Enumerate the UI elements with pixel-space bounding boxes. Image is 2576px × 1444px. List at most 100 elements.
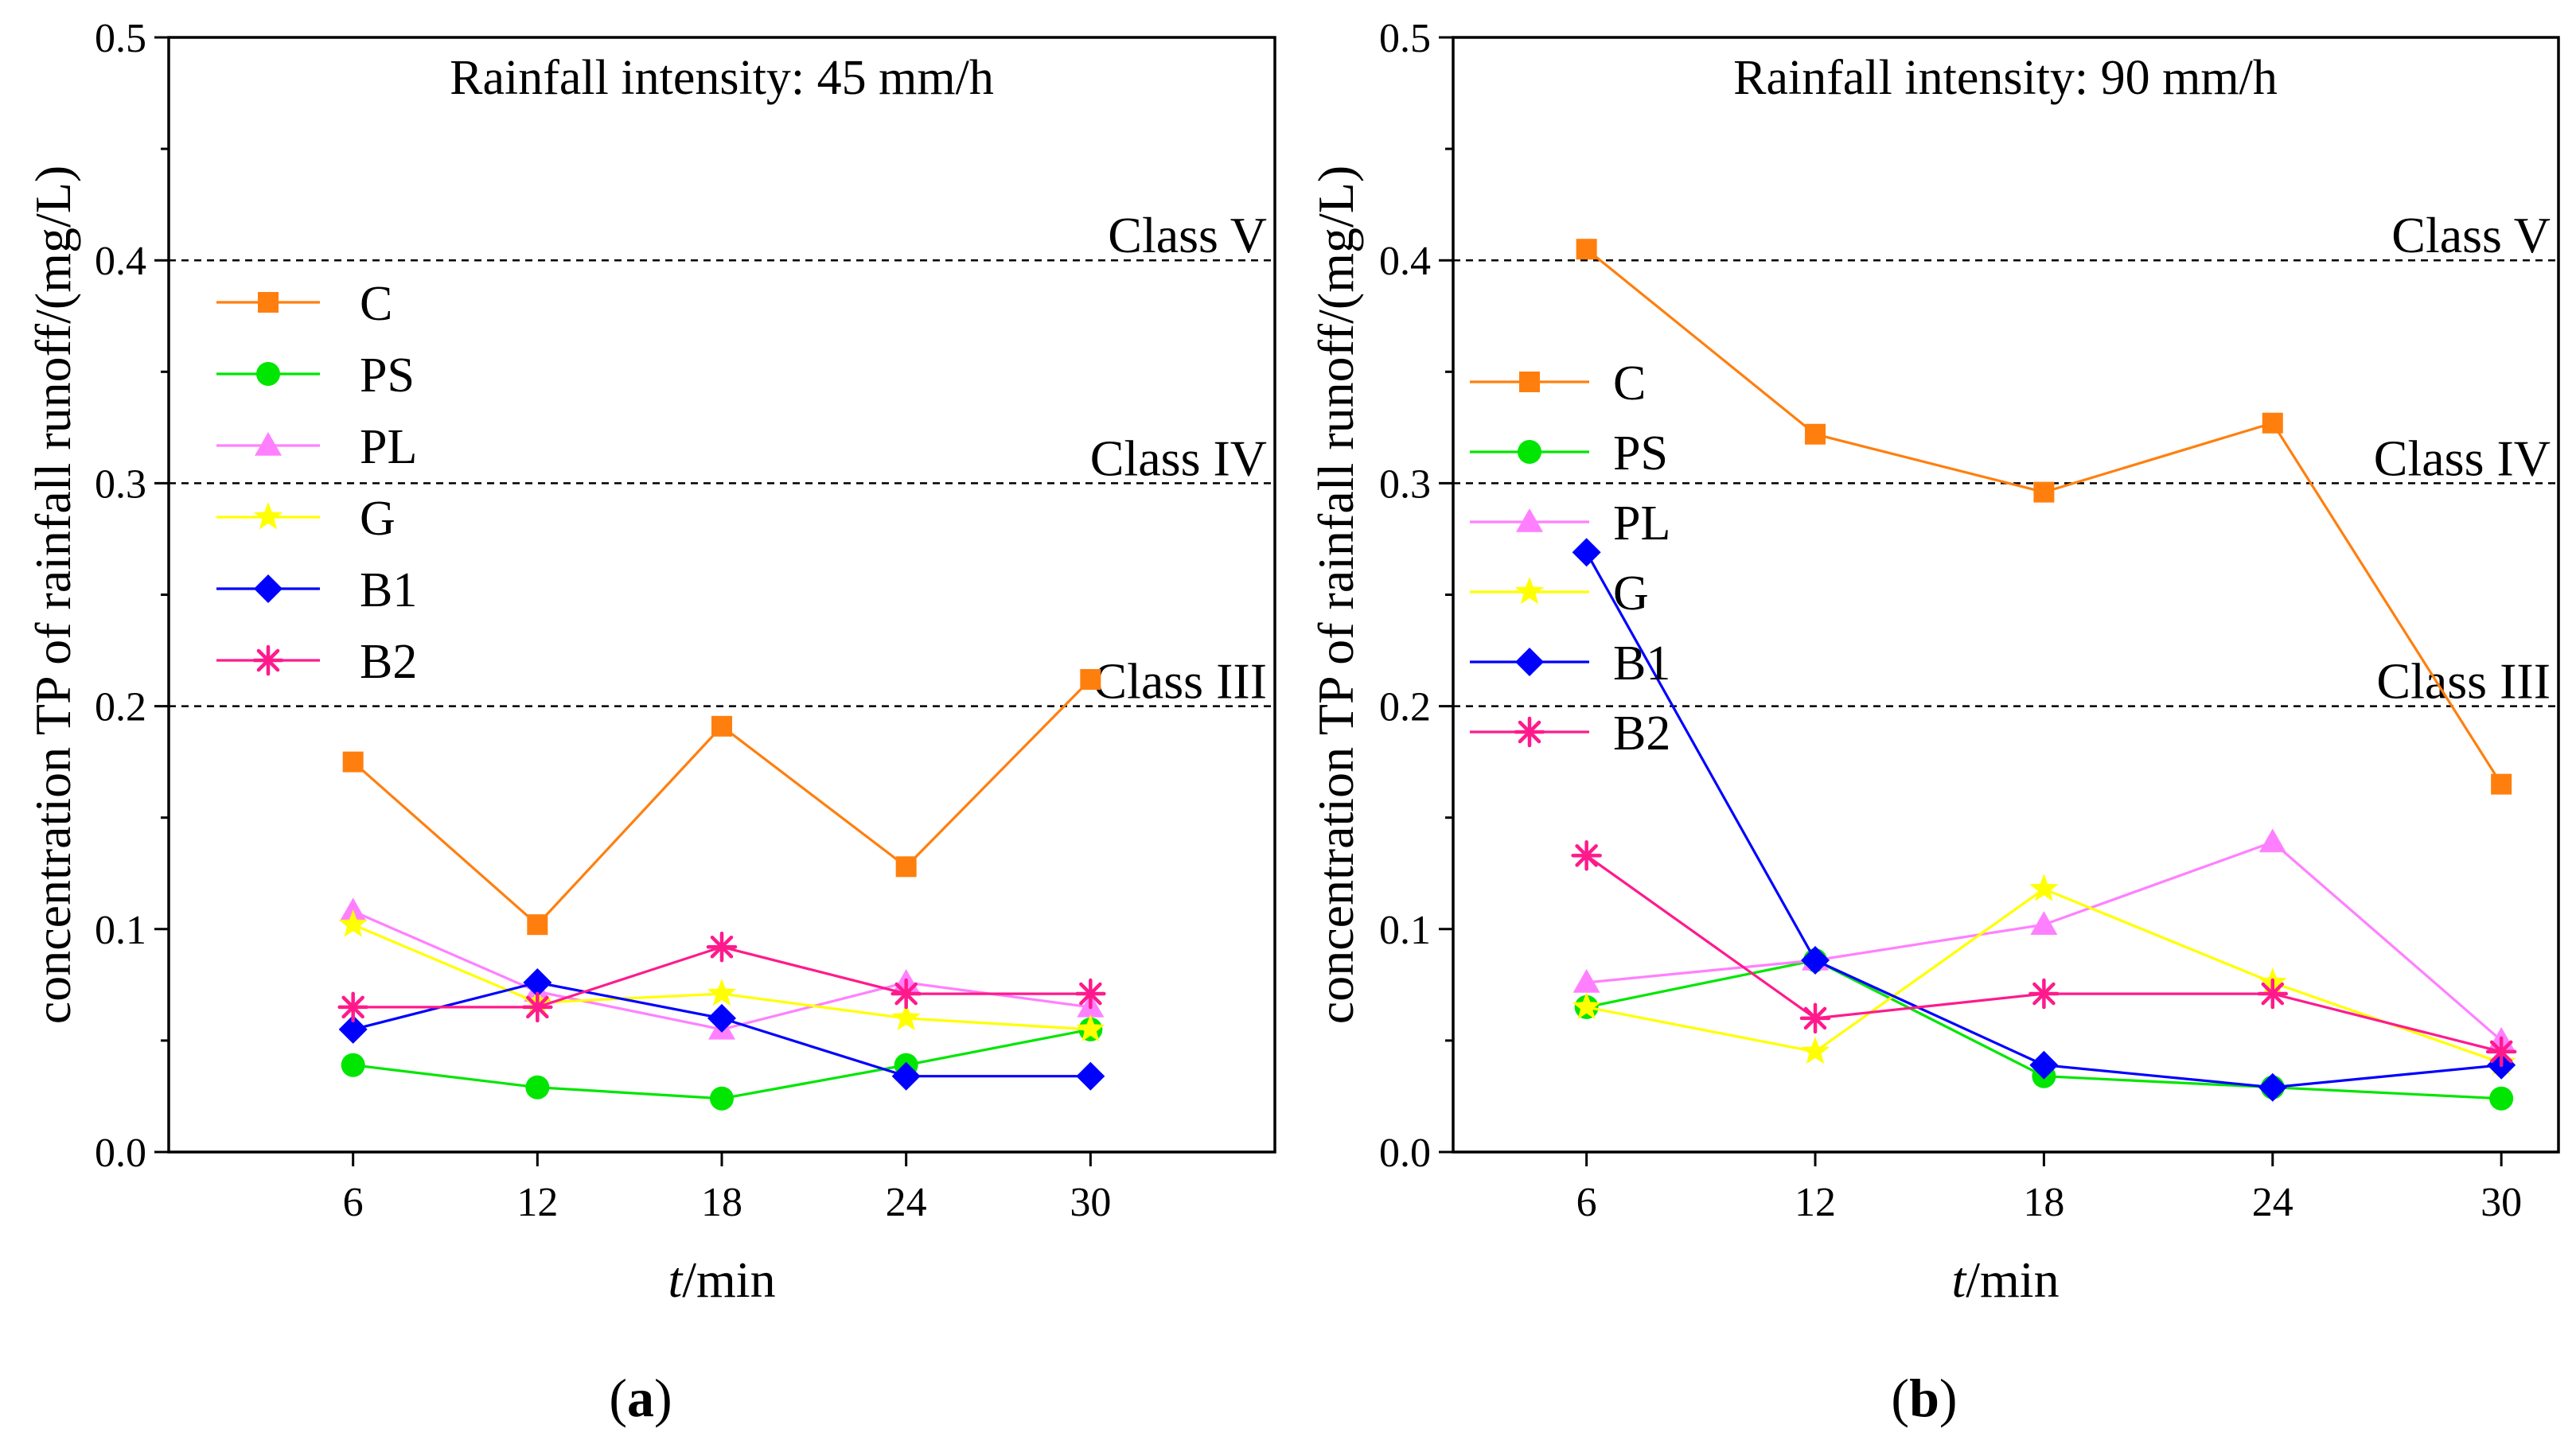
legend-label: PL bbox=[360, 420, 417, 474]
data-point bbox=[339, 897, 367, 922]
x-tick-label: 18 bbox=[701, 1180, 742, 1225]
data-point bbox=[2033, 481, 2055, 503]
series-line bbox=[1585, 247, 2503, 785]
reference-line-label: Class V bbox=[1108, 207, 1267, 263]
x-axis-title-unit: /min bbox=[1966, 1251, 2059, 1308]
legend-marker bbox=[255, 432, 282, 456]
data-point bbox=[1080, 668, 1101, 690]
legend-label: PS bbox=[360, 348, 415, 403]
x-axis-title: t/min bbox=[1951, 1251, 2059, 1308]
legend-label: B2 bbox=[360, 635, 417, 689]
x-axis-title-variable: t bbox=[1951, 1251, 1967, 1308]
legend-marker bbox=[1515, 648, 1544, 676]
y-tick-label: 0.3 bbox=[1379, 461, 1431, 507]
data-point bbox=[891, 1061, 921, 1091]
y-tick-label: 0.1 bbox=[95, 908, 146, 953]
data-point bbox=[2028, 978, 2060, 1010]
y-tick-label: 0.0 bbox=[95, 1131, 146, 1176]
x-tick-label: 18 bbox=[2023, 1180, 2064, 1225]
legend: C PS PL G B1 B2 bbox=[216, 277, 417, 689]
x-tick-label: 12 bbox=[1795, 1180, 1836, 1225]
x-tick-label: 24 bbox=[2252, 1180, 2293, 1225]
data-point bbox=[2262, 412, 2283, 434]
legend-label: C bbox=[360, 277, 392, 331]
legend-item-C: C bbox=[216, 277, 392, 331]
data-point bbox=[1799, 1002, 1831, 1034]
reference-line-label: Class III bbox=[2376, 653, 2551, 710]
data-point bbox=[2029, 1050, 2059, 1080]
y-tick-label: 0.2 bbox=[1379, 685, 1431, 730]
legend-marker bbox=[256, 362, 280, 386]
series-G bbox=[1572, 874, 2516, 1076]
x-tick-label: 6 bbox=[343, 1180, 364, 1225]
chart-title: Rainfall intensity: 90 mm/h bbox=[1733, 51, 2278, 105]
legend-marker bbox=[254, 574, 283, 603]
data-point bbox=[522, 991, 553, 1023]
legend-label: B1 bbox=[360, 563, 417, 617]
data-point bbox=[2258, 1072, 2287, 1102]
data-point bbox=[710, 1086, 734, 1111]
y-tick-label: 0.1 bbox=[1379, 908, 1431, 953]
data-point bbox=[342, 751, 364, 773]
panel-label-letter: a bbox=[627, 1368, 654, 1428]
data-point bbox=[2489, 1086, 2514, 1111]
x-tick-label: 6 bbox=[1576, 1180, 1597, 1225]
data-point bbox=[1571, 840, 1602, 871]
chart-panel-a: Class V Class IV Class III 0.0 0.1 0.2 0.3 0.4 0… bbox=[25, 16, 1276, 1428]
series-C bbox=[342, 668, 1101, 936]
reference-line-label: Class IV bbox=[1090, 430, 1267, 486]
legend-item-B1: B1 bbox=[1470, 636, 1670, 691]
legend-marker bbox=[1519, 372, 1540, 392]
chart-panel-b: Class V Class IV Class III 0.0 0.1 0.2 0.3 0.4 0… bbox=[1307, 16, 2560, 1428]
legend-label: PS bbox=[1613, 426, 1668, 481]
legend-item-PL: PL bbox=[1470, 496, 1670, 551]
legend-item-PS: PS bbox=[216, 348, 415, 403]
legend-label: B2 bbox=[1613, 706, 1670, 761]
reference-line-label: Class III bbox=[1093, 653, 1267, 710]
data-point bbox=[1075, 978, 1106, 1010]
series-PS bbox=[1574, 948, 2514, 1111]
legend-item-G: G bbox=[1470, 566, 1649, 621]
data-point bbox=[2029, 874, 2059, 901]
series-B2 bbox=[337, 931, 1106, 1023]
data-point bbox=[1800, 1036, 1830, 1065]
data-point bbox=[525, 1075, 550, 1100]
legend: C PS PL G B1 B2 bbox=[1470, 356, 1670, 761]
x-axis-title-variable: t bbox=[668, 1251, 684, 1308]
data-point bbox=[341, 1053, 365, 1077]
data-point bbox=[1576, 239, 1597, 260]
data-point bbox=[711, 715, 732, 737]
data-point bbox=[707, 979, 737, 1006]
data-point bbox=[1076, 1014, 1105, 1042]
data-point bbox=[1572, 991, 1601, 1020]
series-B1 bbox=[338, 968, 1105, 1091]
data-point bbox=[2485, 1036, 2517, 1068]
legend-item-B1: B1 bbox=[216, 563, 417, 617]
data-point bbox=[1572, 969, 1600, 993]
x-axis-title-unit: /min bbox=[682, 1251, 775, 1308]
series-line bbox=[1586, 840, 2503, 1042]
data-point bbox=[1805, 423, 1826, 445]
legend-item-G: G bbox=[216, 492, 396, 546]
legend-label: G bbox=[360, 492, 396, 546]
y-axis-title: concentration TP of rainfall runoff/(mg/… bbox=[1307, 165, 1364, 1024]
data-point bbox=[2030, 911, 2058, 935]
legend-label: PL bbox=[1613, 496, 1670, 551]
data-point bbox=[2257, 978, 2289, 1010]
legend-item-C: C bbox=[1470, 356, 1646, 411]
legend-label: C bbox=[1613, 356, 1646, 411]
y-tick-label: 0.3 bbox=[95, 461, 146, 507]
legend-marker bbox=[258, 292, 279, 313]
y-tick-label: 0.5 bbox=[95, 16, 146, 61]
legend-marker bbox=[253, 502, 283, 530]
legend-label: G bbox=[1613, 566, 1649, 621]
legend-item-B2: B2 bbox=[1470, 706, 1670, 761]
data-point bbox=[895, 856, 917, 878]
data-point bbox=[523, 968, 552, 998]
data-point bbox=[890, 978, 922, 1010]
x-tick-label: 30 bbox=[1070, 1180, 1111, 1225]
chart-title: Rainfall intensity: 45 mm/h bbox=[450, 51, 994, 105]
y-tick-label: 0.4 bbox=[95, 239, 146, 284]
data-point bbox=[1076, 1061, 1105, 1091]
